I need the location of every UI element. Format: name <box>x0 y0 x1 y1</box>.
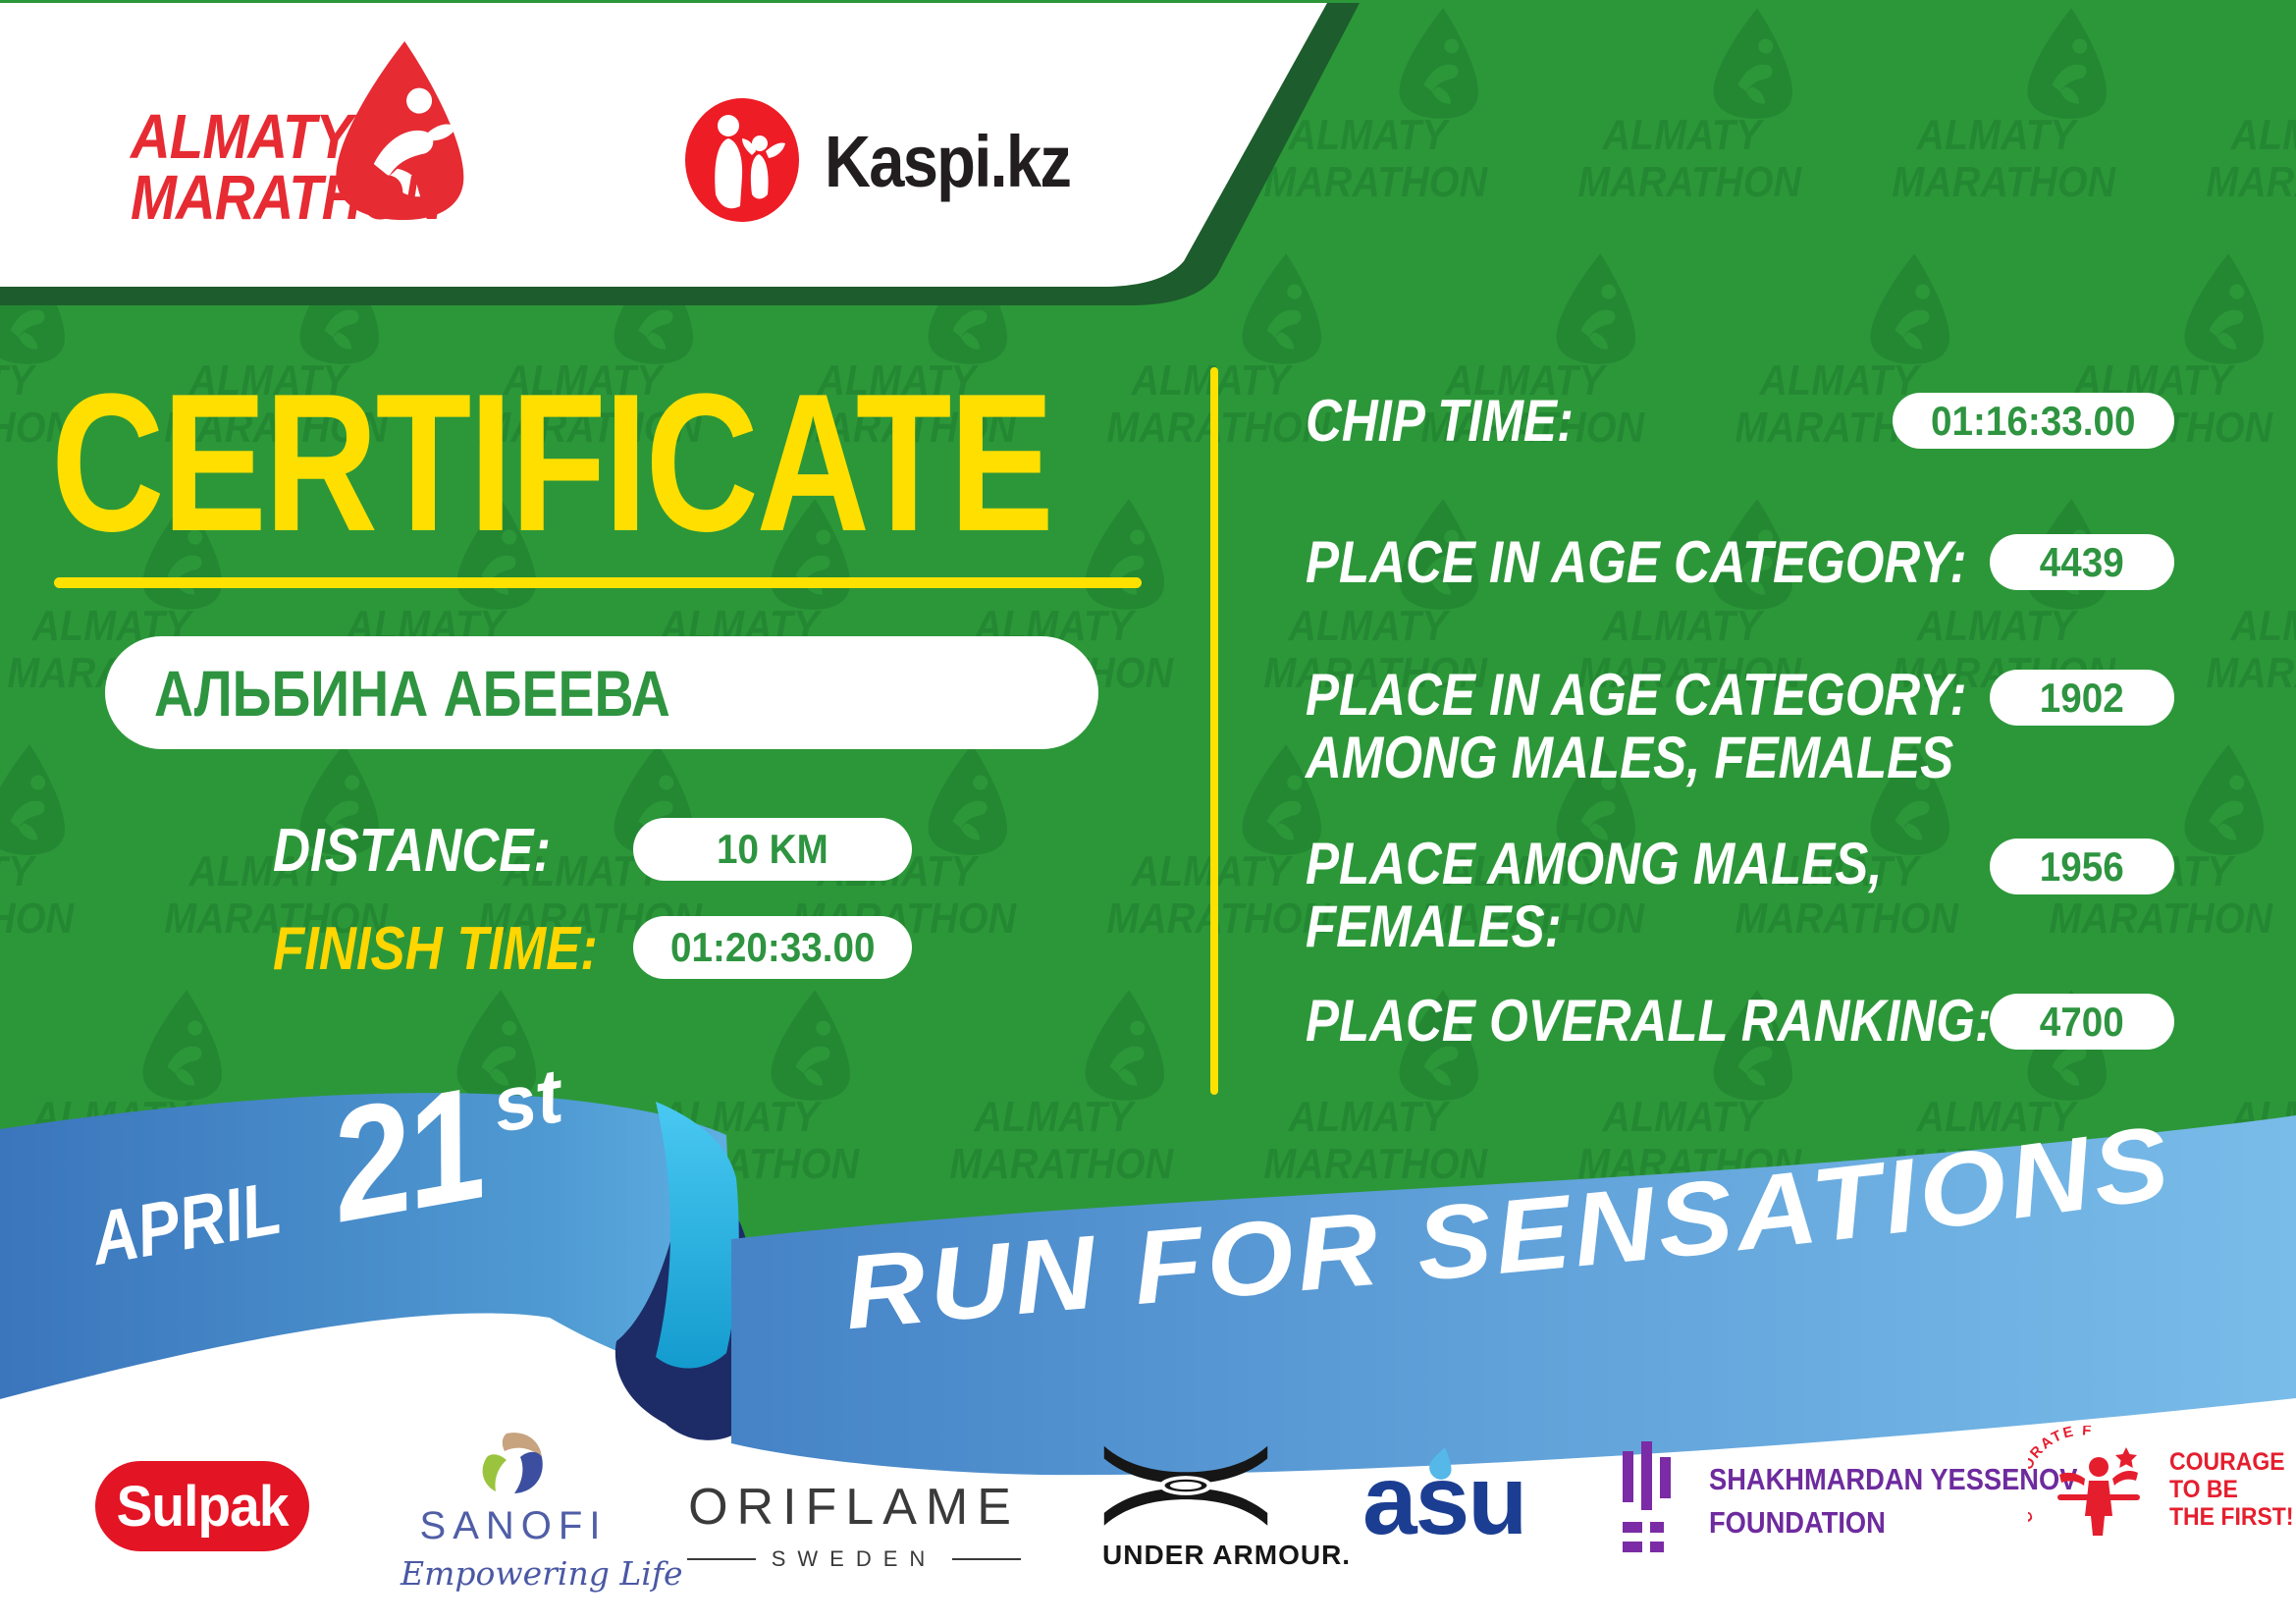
sponsor-yessenov-logo: SHAKHMARDAN YESSENOV FOUNDATION <box>1623 1441 2128 1561</box>
age-category-gender-value: 1902 <box>2040 674 2124 721</box>
under-armour-text: UNDER ARMOUR. <box>1102 1540 1352 1570</box>
sponsor-sulpak-logo: Sulpak <box>95 1461 309 1551</box>
sponsor-asu-logo: asu <box>1362 1447 1527 1549</box>
age-category-pill: 4439 <box>1990 534 2174 590</box>
age-category-gender-label: PLACE IN AGE CATEGORY: AMONG MALES, FEMA… <box>1306 664 1993 789</box>
certificate-title: CERTIFICATE <box>51 353 1054 572</box>
oriflame-country-text: SWEDEN <box>771 1546 937 1571</box>
kaspi-logo-text: Kaspi.kz <box>825 121 1072 202</box>
sponsor-courage-fund-logo: CORPORATE FUND COURAGE TO BE THE FIRST! <box>2028 1426 2296 1553</box>
kaspi-icon <box>685 98 799 222</box>
yessenov-icon <box>1623 1441 1671 1552</box>
chip-time-value: 01:16:33.00 <box>1931 397 2136 444</box>
watermark-pattern <box>0 0 2296 1294</box>
header-band <box>0 3 1327 287</box>
sponsor-sanofi-logo: SANOFI Empowering Life <box>400 1432 683 1593</box>
age-category-value: 4439 <box>2040 538 2124 585</box>
place-gender-pill: 1956 <box>1990 839 2174 894</box>
ribbon-right-band <box>731 1115 2296 1476</box>
participant-name-field: АЛЬБИНА АБЕЕВА <box>105 636 1098 749</box>
overall-ranking-label: PLACE OVERALL RANKING: <box>1306 990 1993 1053</box>
age-category-label: PLACE IN AGE CATEGORY: <box>1306 531 1993 594</box>
oriflame-line-left <box>687 1558 756 1560</box>
age-category-gender-pill: 1902 <box>1990 670 2174 726</box>
under-armour-icon <box>1103 1445 1268 1526</box>
distance-value: 10 KM <box>717 826 828 872</box>
courage-text-line1: COURAGE <box>2169 1448 2285 1476</box>
finish-time-label: FINISH TIME: <box>273 915 598 983</box>
place-gender-line1: PLACE AMONG MALES, <box>1306 831 1883 896</box>
overall-ranking-label-line: PLACE OVERALL RANKING: <box>1306 988 1992 1054</box>
age-category-label-line: PLACE IN AGE CATEGORY: <box>1306 529 1967 595</box>
yessenov-text: SHAKHMARDAN YESSENOV FOUNDATION <box>1709 1458 2128 1544</box>
overall-ranking-pill: 4700 <box>1990 994 2174 1050</box>
finish-time-value-pill: 01:20:33.00 <box>633 916 912 979</box>
distance-label: DISTANCE: <box>273 817 552 885</box>
sponsor-under-armour-logo: UNDER ARMOUR. <box>1102 1441 1352 1571</box>
chip-time-pill: 01:16:33.00 <box>1893 393 2174 449</box>
place-gender-line2: FEMALES: <box>1306 893 1562 959</box>
almaty-marathon-teardrop-icon <box>336 41 464 220</box>
distance-value-pill: 10 KM <box>633 818 912 881</box>
place-gender-value: 1956 <box>2040 842 2124 890</box>
sanofi-bird-icon <box>482 1433 543 1493</box>
title-underline <box>54 577 1142 588</box>
ribbon-fold-curl <box>656 1102 739 1369</box>
almaty-marathon-logo-line1: ALMATY <box>131 101 352 172</box>
sanofi-logo-text: SANOFI <box>419 1504 608 1547</box>
almaty-marathon-logo-line2: MARATHON <box>131 162 443 233</box>
sulpak-logo-text: Sulpak <box>116 1474 290 1539</box>
oriflame-sweden-row: SWEDEN <box>687 1546 1021 1572</box>
courage-text: COURAGE TO BE THE FIRST! <box>2169 1448 2296 1531</box>
participant-name: АЛЬБИНА АБЕЕВА <box>154 656 670 730</box>
sanofi-tagline: Empowering Life <box>400 1554 683 1593</box>
finish-time-value: 01:20:33.00 <box>669 924 876 970</box>
courage-text-line3: THE FIRST! <box>2169 1503 2294 1531</box>
oriflame-logo-text: ORIFLAME <box>688 1479 1020 1536</box>
age-category-gender-line1: PLACE IN AGE CATEGORY: <box>1306 662 1967 728</box>
asu-droplet-icon <box>1429 1447 1452 1480</box>
courage-text-line2: TO BE <box>2169 1476 2238 1503</box>
almaty-marathon-logo-text: ALMATY MARATHON <box>131 101 443 233</box>
ribbon-left-band <box>0 1093 738 1399</box>
yessenov-text-line2: FOUNDATION <box>1709 1505 1886 1540</box>
sponsor-oriflame-logo: ORIFLAME SWEDEN <box>687 1478 1021 1572</box>
column-divider <box>1210 367 1218 1095</box>
place-gender-label: PLACE AMONG MALES, FEMALES: <box>1306 833 1993 958</box>
chip-time-label-line: CHIP TIME: <box>1306 388 1574 454</box>
event-date-day: 21 <box>317 1055 496 1256</box>
chip-time-label: CHIP TIME: <box>1306 390 1993 453</box>
oriflame-line-right <box>952 1558 1021 1560</box>
courage-fund-icon: CORPORATE FUND <box>2028 1426 2140 1536</box>
overall-ranking-value: 4700 <box>2040 998 2124 1045</box>
yessenov-text-line1: SHAKHMARDAN YESSENOV <box>1709 1462 2078 1496</box>
age-category-gender-line2: AMONG MALES, FEMALES <box>1306 725 1954 790</box>
